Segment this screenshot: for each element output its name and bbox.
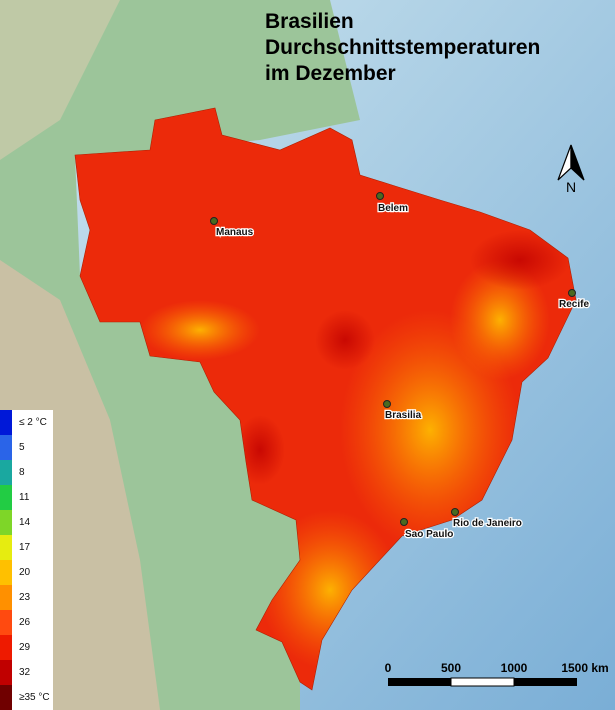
- north-arrow: N: [557, 144, 585, 195]
- city-label: Sao Paulo: [405, 529, 453, 540]
- city-label: Rio de Janeiro: [453, 518, 522, 529]
- legend-label: 29: [19, 642, 31, 653]
- scale-label: 1500 km: [561, 661, 608, 675]
- city-dot: [568, 289, 576, 297]
- legend-label: ≥35 °C: [19, 692, 50, 703]
- legend-label: 17: [19, 542, 31, 553]
- city-dot: [210, 217, 218, 225]
- title: Brasilien: [265, 10, 354, 33]
- legend-swatch: [0, 435, 12, 460]
- scale-label: 1000: [501, 661, 528, 675]
- legend-label: 26: [19, 617, 31, 628]
- legend-swatch: [0, 585, 12, 610]
- legend-label: 23: [19, 592, 31, 603]
- legend-label: 11: [19, 492, 30, 503]
- title: Durchschnittstemperaturen: [265, 36, 540, 59]
- legend-swatch: [0, 560, 12, 585]
- legend-swatch: [0, 685, 12, 710]
- legend-label: 20: [19, 567, 31, 578]
- north-label: N: [566, 179, 576, 195]
- legend-swatch: [0, 485, 12, 510]
- legend-swatch: [0, 510, 12, 535]
- legend-swatch: [0, 460, 12, 485]
- legend-label: 8: [19, 467, 25, 478]
- legend-label: 5: [19, 442, 25, 453]
- legend-label: 14: [19, 517, 31, 528]
- scale-label: 0: [385, 661, 392, 675]
- city-dot: [376, 192, 384, 200]
- city-label: Manaus: [216, 227, 254, 238]
- city-dot: [383, 400, 391, 408]
- city-label: Belem: [378, 203, 408, 214]
- legend-swatch: [0, 410, 12, 435]
- city-dot: [451, 508, 459, 516]
- city-label: Recife: [559, 299, 589, 310]
- city-dot: [400, 518, 408, 526]
- legend-label: 32: [19, 667, 31, 678]
- scale-bar: [388, 677, 577, 687]
- city-label: Brasilia: [385, 410, 422, 421]
- scale-label: 500: [441, 661, 461, 675]
- legend-swatch: [0, 535, 12, 560]
- legend-swatch: [0, 660, 12, 685]
- legend-swatch: [0, 610, 12, 635]
- legend-label: ≤ 2 °C: [19, 417, 47, 428]
- title: im Dezember: [265, 62, 396, 85]
- legend-swatch: [0, 635, 12, 660]
- mountains: [0, 0, 120, 160]
